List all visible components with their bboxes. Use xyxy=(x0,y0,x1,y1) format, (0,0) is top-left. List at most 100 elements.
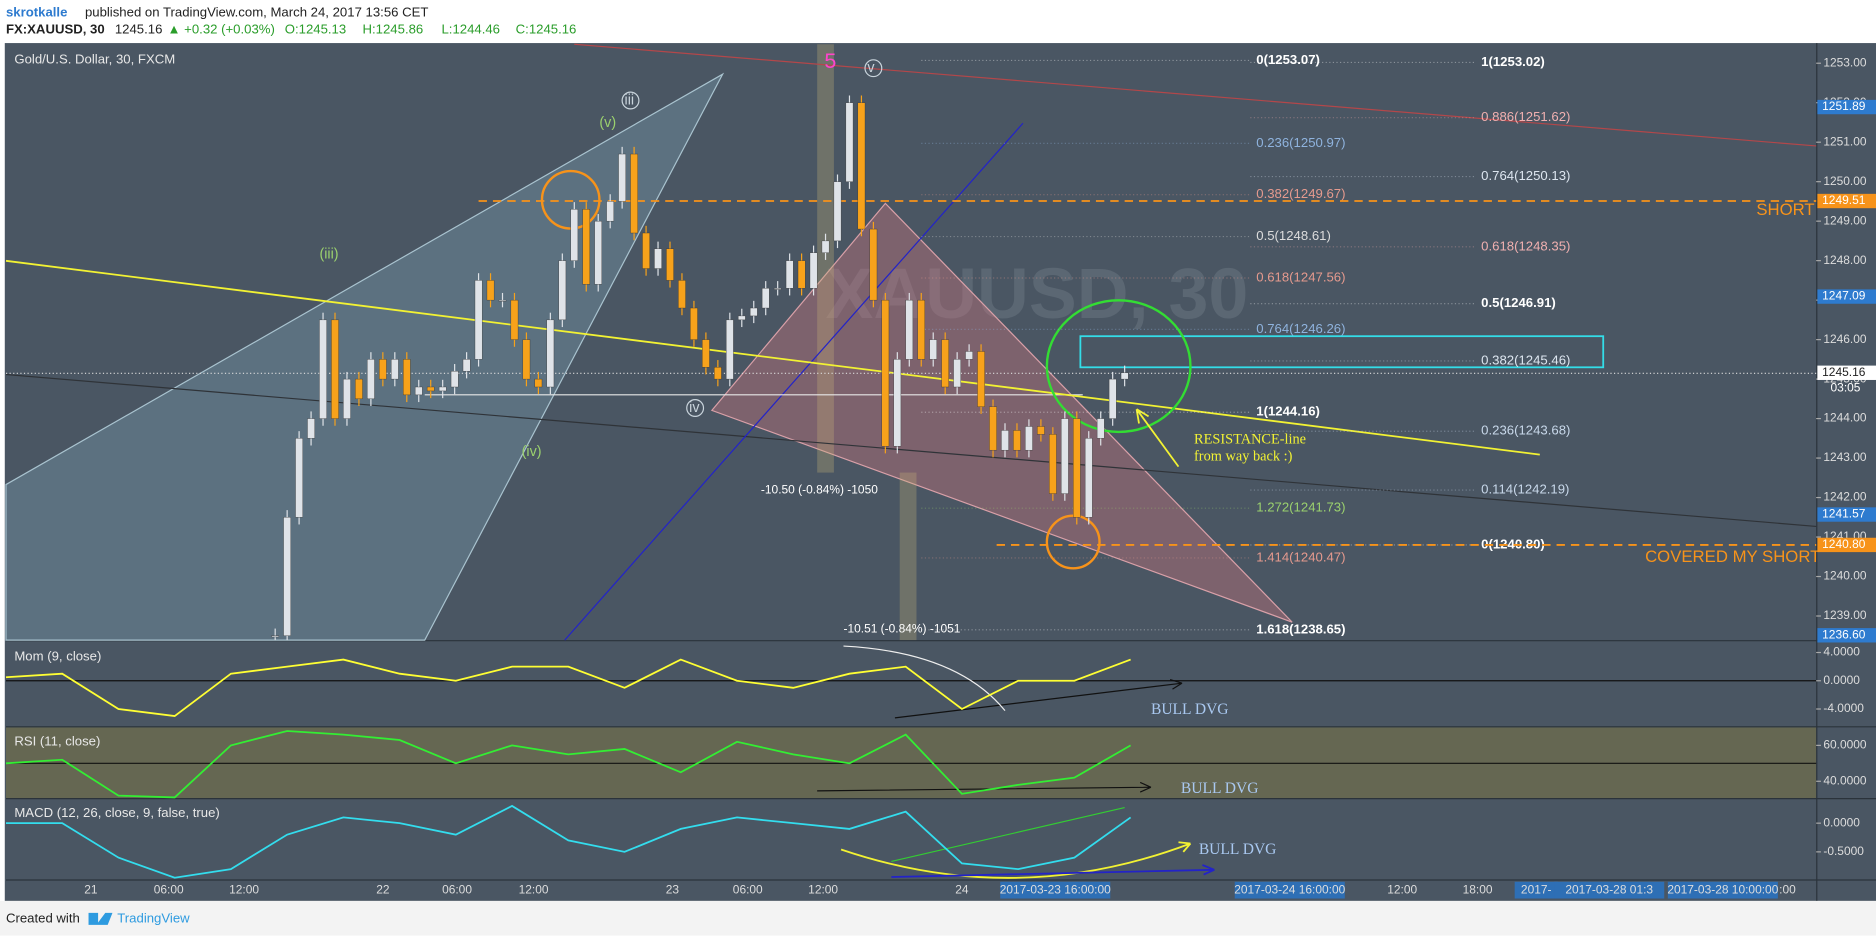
x-tick-label: 21 xyxy=(84,882,98,896)
y-tick-label: -0.5000 xyxy=(1823,844,1864,858)
logo xyxy=(88,912,113,925)
candle xyxy=(821,240,830,253)
candle xyxy=(1001,430,1009,451)
candle xyxy=(450,371,459,388)
last-price: 1245.16 xyxy=(115,21,163,36)
candle xyxy=(1061,418,1069,494)
candle xyxy=(1025,426,1033,451)
fib-label: 0.236(1243.68) xyxy=(1481,423,1570,438)
x-tick-label: 24 xyxy=(955,882,969,896)
footer-text: Created with xyxy=(6,910,80,925)
candle xyxy=(977,351,985,407)
candle xyxy=(1049,434,1057,494)
candle xyxy=(570,209,579,261)
annotation: BULL DVG xyxy=(1181,780,1259,797)
x-tick-label: 12:00 xyxy=(808,882,838,896)
y-tick-label: 40.0000 xyxy=(1823,773,1867,787)
candle xyxy=(510,299,519,340)
trend-line xyxy=(5,373,1817,528)
candle xyxy=(905,299,914,360)
indicator-line xyxy=(5,658,1131,718)
annotation: BULL DVG xyxy=(1151,701,1229,718)
candle xyxy=(546,319,555,388)
indicator-line xyxy=(5,730,1132,799)
wedge xyxy=(710,202,1293,623)
published: published on TradingView.com, March 24, … xyxy=(85,5,428,20)
candle xyxy=(893,359,902,447)
candle xyxy=(654,248,662,269)
y-tick-label: 1239.00 xyxy=(1823,608,1867,622)
y-tick-label: 60.0000 xyxy=(1823,738,1867,752)
candle xyxy=(917,299,926,360)
wave-circle xyxy=(621,91,640,110)
price-tag xyxy=(1817,537,1876,553)
fib-label: 0.236(1250.97) xyxy=(1256,135,1345,150)
circle xyxy=(1045,299,1192,434)
candle xyxy=(438,386,447,392)
arrow xyxy=(843,645,1006,712)
annotation: -10.51 (-0.84%) -1051 xyxy=(843,621,960,635)
wedge xyxy=(5,72,725,641)
fib-label: 0.886(1251.62) xyxy=(1481,109,1570,124)
candle xyxy=(522,339,531,380)
price-tag xyxy=(1817,193,1876,209)
arrow xyxy=(840,841,1192,879)
candle xyxy=(1096,418,1105,439)
candle xyxy=(965,351,973,360)
price-tag xyxy=(1817,99,1876,115)
candle xyxy=(295,438,303,518)
y-tick-label: 1244.00 xyxy=(1823,411,1867,425)
y-tick-label: 1251.00 xyxy=(1823,134,1867,148)
candle xyxy=(474,280,483,360)
candle xyxy=(678,280,686,309)
annotation: iii xyxy=(625,92,635,108)
fib-label: 0.764(1250.13) xyxy=(1481,168,1570,183)
x-tick-label: :00 xyxy=(1779,882,1796,896)
time-tag xyxy=(1667,881,1778,899)
x-tick-label: 2017-03-28 01:3 xyxy=(1565,882,1653,896)
time-tag xyxy=(1554,881,1665,899)
candle xyxy=(379,359,387,380)
fib-label: 1(1244.16) xyxy=(1256,404,1320,419)
candle xyxy=(1037,426,1045,435)
x-tick-label: 18:00 xyxy=(1463,882,1493,896)
candle xyxy=(809,252,818,289)
trend-line xyxy=(564,122,1024,641)
arrow xyxy=(894,678,1183,719)
x-tick-label: 22 xyxy=(376,882,390,896)
candle xyxy=(666,248,674,281)
candle xyxy=(702,339,710,368)
candle xyxy=(414,386,423,396)
candle xyxy=(558,260,567,321)
candle xyxy=(845,102,854,182)
fib-label: 1(1253.02) xyxy=(1481,54,1545,69)
indicator-title: MACD (12, 26, close, 9, false, true) xyxy=(14,805,219,820)
price-tag-label: 1236.60 xyxy=(1822,627,1866,641)
fib-label: 0.382(1245.46) xyxy=(1481,352,1570,367)
y-tick-label: 0.0000 xyxy=(1823,673,1860,687)
x-tick-label: 2017- xyxy=(1521,882,1552,896)
candle xyxy=(426,386,435,392)
price-tag-label: 1240.80 xyxy=(1822,537,1866,551)
y-tick-label: 1243.00 xyxy=(1823,450,1867,464)
candle xyxy=(343,378,351,419)
fib-label: 0.5(1246.91) xyxy=(1481,295,1556,310)
x-tick-label: 2017-03-23 16:00:00 xyxy=(1000,882,1111,896)
candle xyxy=(989,406,997,451)
price-tag-label: 1241.57 xyxy=(1822,507,1866,521)
candle xyxy=(283,517,291,636)
fib-label: 0.764(1246.26) xyxy=(1256,321,1345,336)
annotation: from way back :) xyxy=(1194,448,1293,464)
candle xyxy=(367,359,375,400)
fib-label: 0.382(1249.67) xyxy=(1256,186,1345,201)
candle xyxy=(953,359,961,388)
x-tick-label: 06:00 xyxy=(733,882,763,896)
candle xyxy=(331,319,339,419)
price-tag-label: 1247.09 xyxy=(1822,289,1866,303)
x-tick-label: 06:00 xyxy=(442,882,472,896)
candle xyxy=(462,359,471,372)
fib-label: 1.414(1240.47) xyxy=(1256,549,1345,564)
arrow xyxy=(891,864,1215,878)
